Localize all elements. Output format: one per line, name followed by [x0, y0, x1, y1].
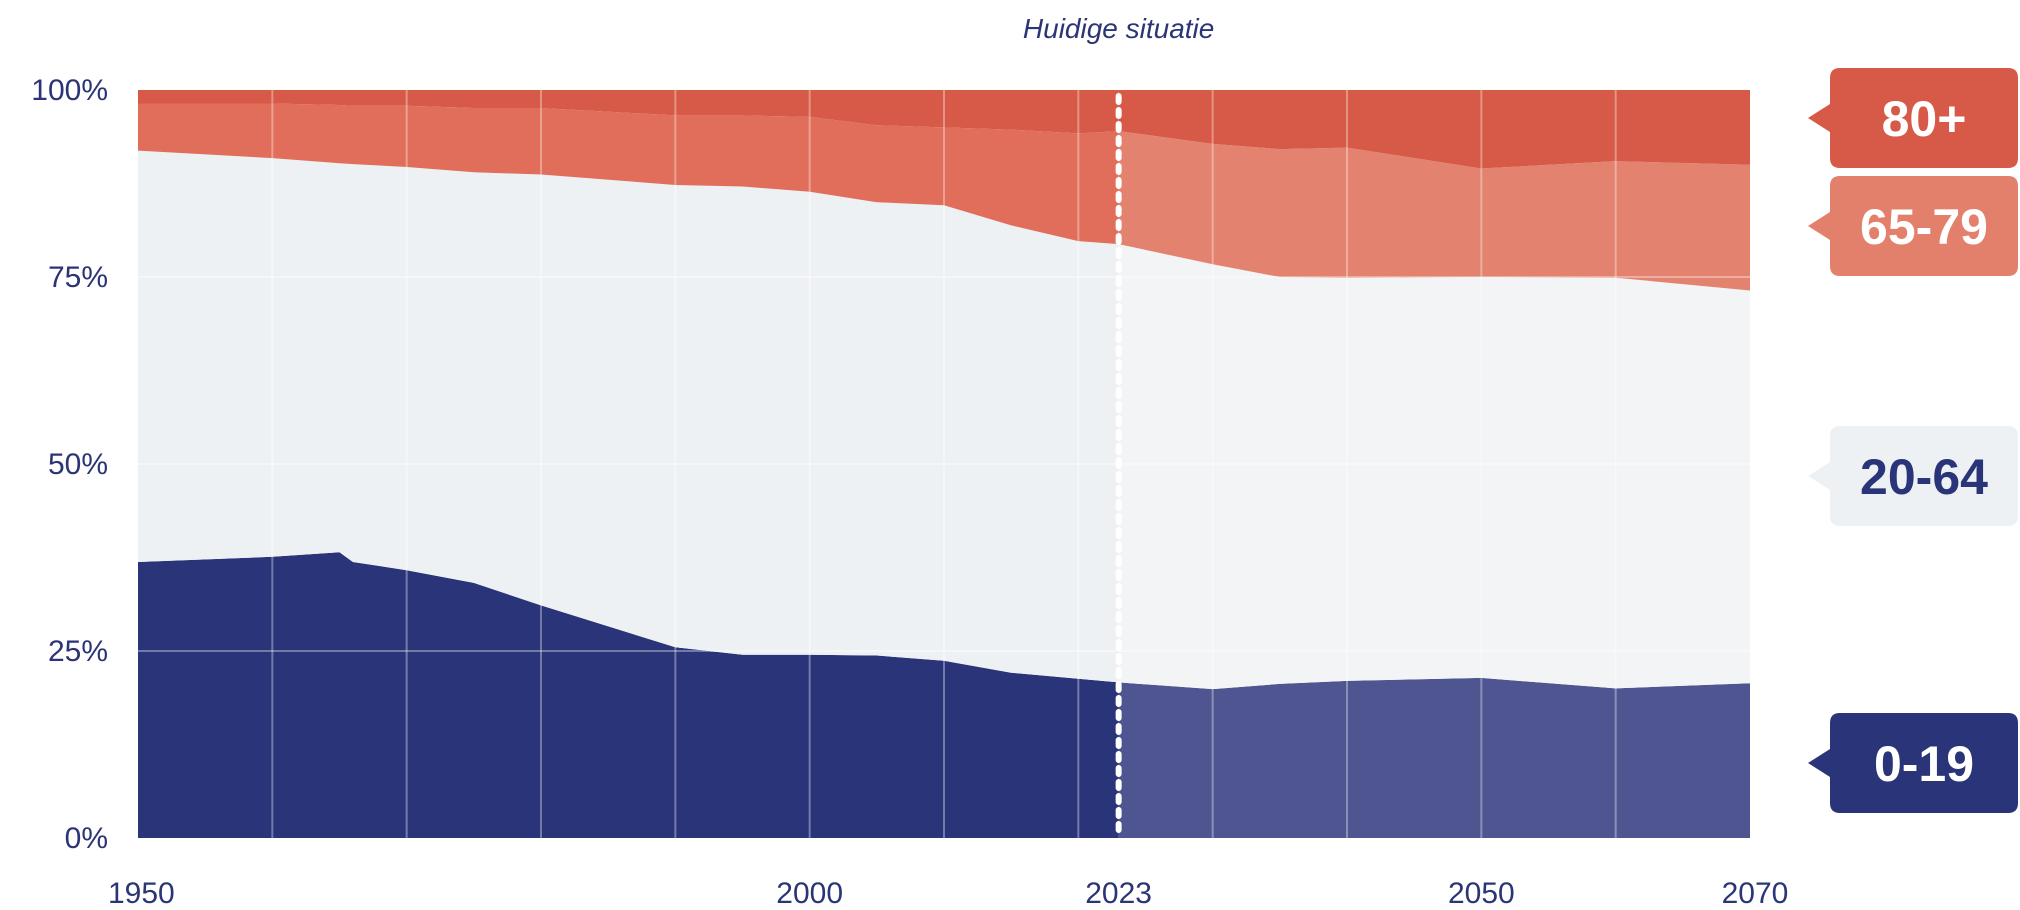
y-tick-label: 50%	[48, 448, 108, 481]
x-tick-label: 2070	[1722, 877, 1789, 910]
y-tick-label: 100%	[31, 74, 108, 107]
legend-tag-shape	[1808, 426, 2018, 526]
current-situation-label: Huidige situatie	[1023, 13, 1214, 44]
area-65-79-projection	[1118, 131, 1750, 291]
legend: 80+ 65-79 20-64 0-19	[1808, 68, 2018, 813]
y-tick-label: 0%	[65, 822, 108, 855]
legend-label: 65-79	[1860, 199, 1988, 255]
area-0-19-projection	[1118, 677, 1750, 838]
area-0-19	[138, 552, 1119, 838]
grid-lines	[138, 90, 1750, 838]
legend-label: 20-64	[1860, 449, 1988, 505]
x-tick-label: 2050	[1448, 877, 1515, 910]
legend-label: 0-19	[1874, 736, 1974, 792]
area-20-64-projection	[1118, 244, 1750, 690]
area-65-79	[138, 103, 1119, 245]
y-tick-label: 25%	[48, 635, 108, 668]
legend-item-80plus: 80+	[1808, 68, 2018, 168]
area-20-64	[138, 150, 1119, 683]
y-axis-ticks: 0% 25% 50% 75% 100%	[31, 74, 108, 855]
legend-item-20-64: 20-64	[1808, 426, 2018, 526]
x-tick-label: 2023	[1085, 877, 1152, 910]
legend-item-65-79: 65-79	[1808, 176, 2018, 276]
y-tick-label: 75%	[48, 261, 108, 294]
x-tick-label: 1950	[108, 877, 175, 910]
legend-tag-shape	[1808, 176, 2018, 276]
area-80plus-projection	[1118, 90, 1750, 169]
legend-label: 80+	[1882, 91, 1967, 147]
legend-tag-shape	[1808, 713, 2018, 813]
x-tick-label: 2000	[776, 877, 843, 910]
x-axis-ticks: 1950 2000 2023 2050 2070	[108, 877, 1788, 910]
legend-item-0-19: 0-19	[1808, 713, 2018, 813]
legend-tag-shape	[1808, 68, 2018, 168]
area-80plus	[138, 90, 1119, 134]
area-series-group	[138, 90, 1750, 838]
